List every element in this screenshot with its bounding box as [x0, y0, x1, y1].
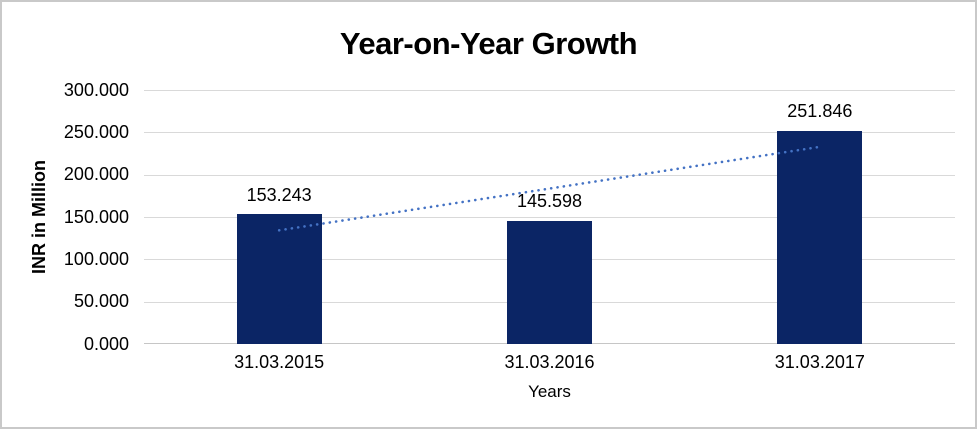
y-axis-tick-label: 150.000 — [63, 206, 129, 227]
x-axis-tick-label: 31.03.2015 — [234, 352, 325, 372]
y-axis-tick-label: 250.000 — [63, 121, 129, 142]
trendline — [277, 145, 822, 232]
gridline — [144, 174, 955, 176]
x-axis-tick-label: 31.03.2017 — [774, 352, 865, 372]
gridline — [144, 90, 955, 91]
bar — [236, 214, 322, 344]
bar-data-label: 153.243 — [246, 184, 312, 205]
y-axis-tick-label: 50.000 — [73, 291, 129, 312]
x-axis-title: Years — [528, 382, 571, 401]
bar — [777, 130, 863, 344]
chart-title: Year-on-Year Growth — [339, 26, 638, 61]
bar-data-label: 145.598 — [516, 191, 583, 212]
y-axis-tick-label: 0.000 — [83, 333, 129, 354]
y-axis-tick-label: 300.000 — [63, 79, 129, 100]
bar — [507, 220, 592, 344]
x-axis-tick-label: 31.03.2016 — [504, 352, 595, 372]
gridline — [144, 217, 955, 218]
bar-data-label: 251.846 — [787, 101, 853, 122]
y-axis-tick-label: 200.000 — [63, 164, 129, 185]
y-axis-tick-label: 100.000 — [63, 248, 129, 269]
plot-area: 153.243 145.598 251.846 — [144, 90, 955, 344]
gridline — [144, 132, 955, 134]
